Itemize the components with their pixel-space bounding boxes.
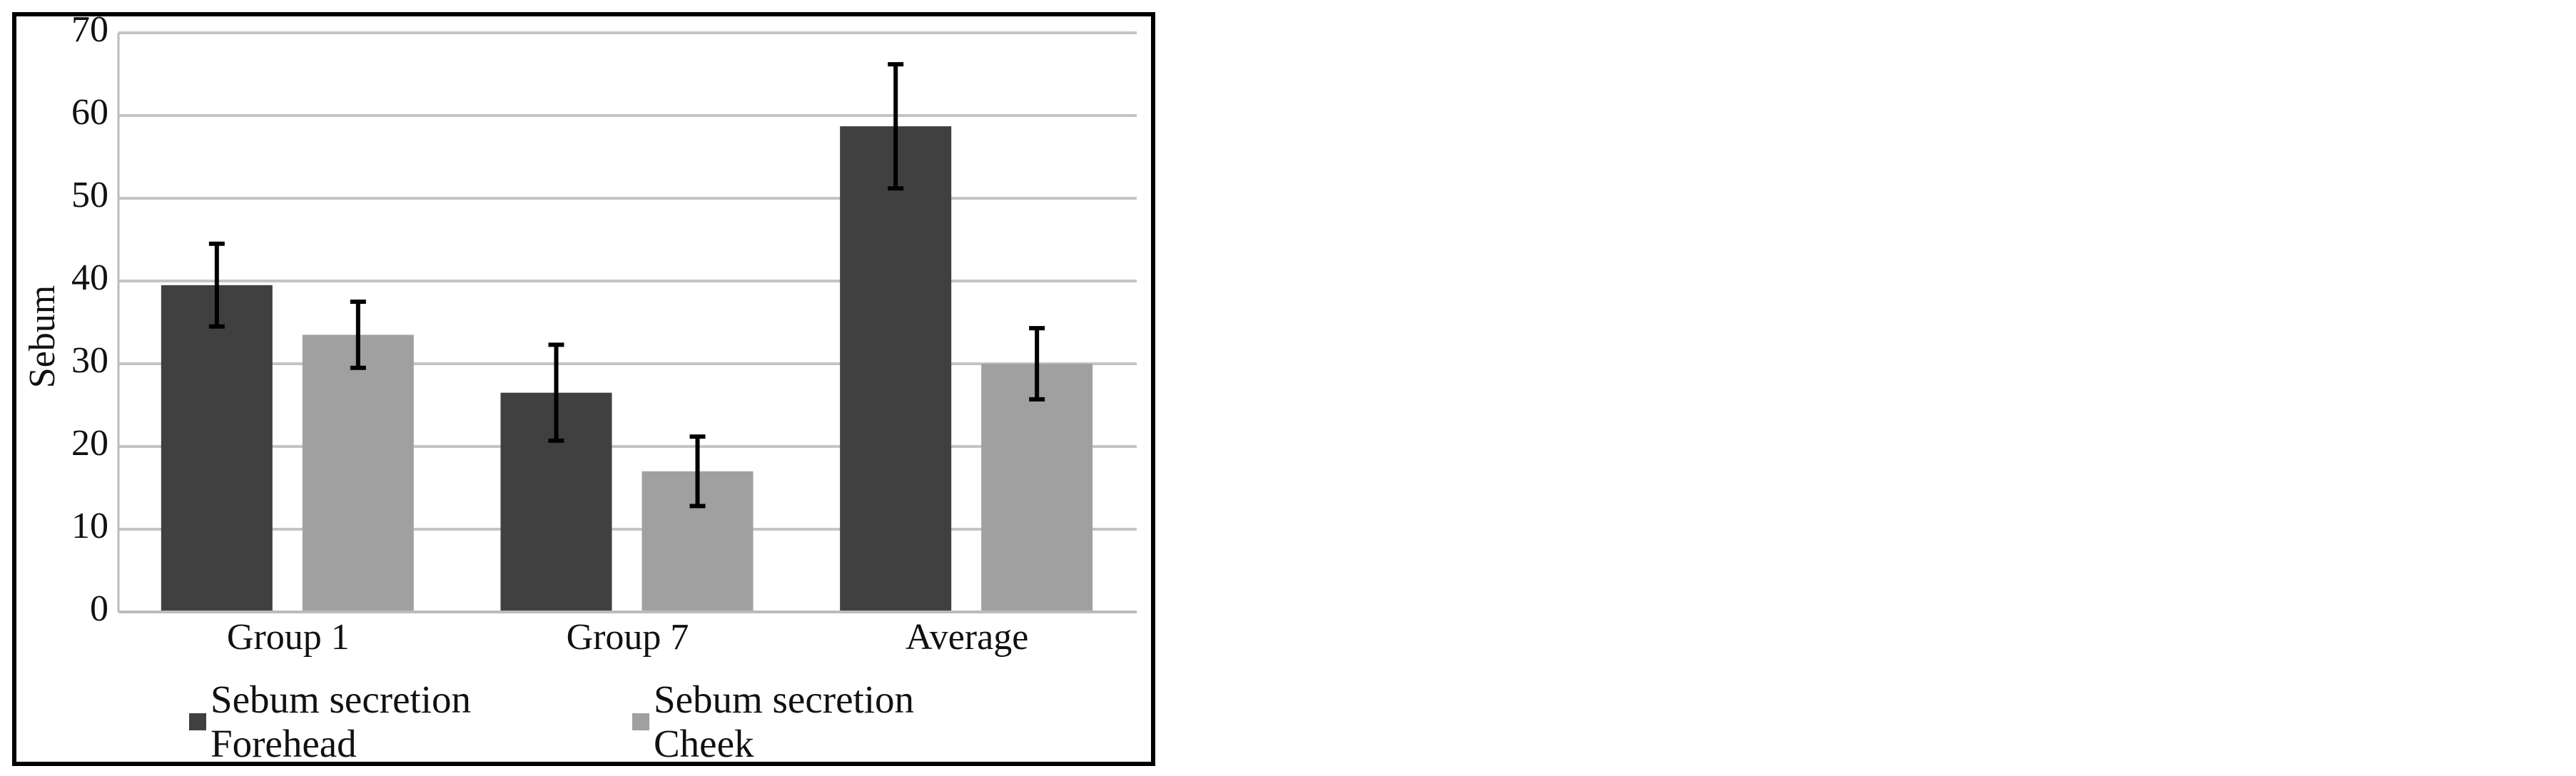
error-bar [1029, 326, 1045, 402]
y-axis-label: Sebum [22, 285, 63, 388]
y-tick-label: 0 [90, 588, 108, 629]
y-tick-label: 60 [71, 92, 108, 133]
y-tick-label: 10 [71, 506, 108, 546]
error-bar [548, 342, 564, 443]
y-tick-label: 20 [71, 423, 108, 464]
x-tick-label: Group 1 [227, 617, 350, 658]
legend-label: Sebum secretion Forehead [211, 678, 472, 765]
bar [302, 335, 414, 612]
y-tick-label: 50 [71, 175, 108, 215]
error-bar [350, 300, 366, 370]
bar [981, 364, 1093, 612]
y-tick-label: 30 [71, 340, 108, 381]
legend-swatch [189, 713, 206, 730]
legend-swatch [632, 713, 649, 730]
y-tick-label: 40 [71, 257, 108, 298]
x-tick-label: Average [906, 617, 1028, 658]
error-bar [208, 241, 225, 329]
x-tick-label: Group 7 [567, 617, 689, 658]
y-tick-label: 70 [71, 9, 108, 50]
legend-label: Sebum secretion Cheek [654, 678, 915, 765]
error-bar [689, 434, 706, 509]
error-bar [888, 62, 904, 191]
bar [840, 126, 952, 612]
bar [161, 285, 273, 612]
